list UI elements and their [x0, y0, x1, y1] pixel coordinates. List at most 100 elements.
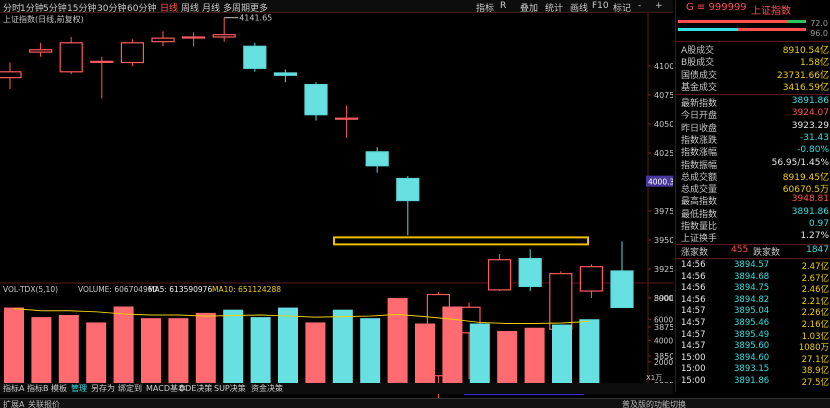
index-stat-value: -31.43	[799, 132, 829, 143]
toolbar-button-6[interactable]: 标记	[613, 4, 632, 14]
tick-time: 15:00	[681, 364, 706, 375]
volume-bar[interactable]	[415, 323, 435, 384]
volume-bar[interactable]	[113, 306, 134, 384]
candle-body[interactable]	[396, 177, 420, 202]
toolbar-button-0[interactable]: 指标	[476, 4, 495, 14]
indicator-tab-1[interactable]: 指标B	[27, 384, 49, 393]
index-stat-label: 最高指数	[681, 197, 718, 208]
candle-body[interactable]	[610, 270, 634, 309]
indicator-tab-2[interactable]: 模板	[51, 384, 67, 393]
index-stat-label: 指数量比	[681, 222, 718, 232]
period-tab-9[interactable]: 多周期	[223, 4, 251, 14]
chart-title: 上证指数(日线,前复权)	[3, 14, 84, 24]
candle-body[interactable]	[212, 34, 236, 38]
status-tab-expand[interactable]: 扩展A	[3, 400, 25, 408]
period-tab-7[interactable]: 周线	[181, 4, 200, 14]
index-stat-row: 总成交额 8919.45亿	[679, 170, 829, 183]
quote-panel: G ≡ 999999 上证指数 72.0 96.0 A股成交 8910.54亿 B股…	[675, 0, 830, 392]
indicator-tab-0[interactable]: 指标A	[3, 384, 25, 393]
tick-row: 14:57 3895.04 2.26亿	[679, 306, 829, 318]
tick-row: 14:56 3894.68 2.67亿	[679, 272, 829, 284]
volume-bar[interactable]	[332, 309, 353, 383]
candle-body[interactable]	[29, 49, 53, 53]
period-tab-10[interactable]: 更多	[250, 4, 269, 14]
candle-body[interactable]	[549, 273, 573, 330]
volume-bar[interactable]	[305, 322, 326, 383]
period-tab-1[interactable]: 1分钟	[20, 4, 44, 14]
indicator-tab-7[interactable]: DDE决策	[179, 384, 213, 393]
volume-bar[interactable]	[141, 318, 161, 383]
period-tab-6[interactable]: 日线	[160, 4, 179, 14]
indicator-tab-4[interactable]: 另存为	[91, 384, 115, 393]
volume-bar[interactable]	[86, 322, 107, 383]
candle-body[interactable]	[243, 45, 267, 69]
volume-bar[interactable]	[31, 317, 52, 383]
volume-bar[interactable]	[469, 323, 490, 384]
period-tab-5[interactable]: 60分钟	[127, 4, 157, 14]
toolbar-button-4[interactable]: 画线	[570, 4, 589, 14]
volume-bar[interactable]	[250, 317, 271, 383]
volume-bar[interactable]	[497, 330, 518, 383]
volume-bar[interactable]	[552, 324, 572, 383]
volume-bar[interactable]	[195, 312, 216, 383]
toolbar-button-8[interactable]: +	[655, 1, 663, 11]
candle-body[interactable]	[365, 151, 389, 167]
tick-time: 14:57	[681, 318, 706, 328]
candle-body[interactable]	[59, 42, 83, 73]
tick-volume: 2.21亿	[801, 296, 829, 307]
indicator-tab-8[interactable]: SUP决策	[214, 384, 246, 393]
volume-bar[interactable]	[4, 307, 24, 383]
index-stat-row: 今日开盘 3924.07	[679, 108, 829, 121]
divider	[676, 94, 830, 95]
period-tab-3[interactable]: 15分钟	[67, 4, 97, 14]
volume-bar[interactable]	[579, 319, 600, 383]
indicator-tab-9[interactable]: 资金决策	[251, 384, 283, 393]
candle-body[interactable]	[90, 60, 114, 63]
candle-body[interactable]	[182, 36, 206, 39]
candle-body[interactable]	[273, 72, 297, 76]
volume-bar[interactable]	[58, 315, 79, 383]
candle-body[interactable]	[488, 259, 512, 291]
highlight-box	[333, 236, 589, 246]
status-feature-switch[interactable]: 普及版的功能切换	[622, 400, 686, 408]
period-tab-4[interactable]: 30分钟	[97, 4, 127, 14]
toolbar-button-1[interactable]: R	[500, 1, 507, 11]
ratio-bar-2-rest	[738, 28, 806, 31]
index-stat-value: -0.80%	[797, 145, 829, 156]
fall-label: 跌家数	[753, 248, 781, 258]
indicator-tab-5[interactable]: 绑定到	[118, 384, 142, 393]
volume-bar[interactable]	[168, 318, 189, 383]
volume-bar[interactable]	[223, 309, 244, 383]
candle-body[interactable]	[304, 83, 328, 116]
period-tab-8[interactable]: 月线	[202, 4, 221, 14]
toolbar-button-2[interactable]: 叠加	[520, 4, 539, 14]
candle-body[interactable]	[151, 37, 175, 43]
period-tab-0[interactable]: 分时	[3, 4, 22, 14]
volume-bar[interactable]	[524, 327, 545, 383]
tick-volume: 2.47亿	[801, 262, 829, 272]
volume-bar[interactable]	[278, 307, 298, 383]
indicator-tab-3[interactable]: 管理	[71, 384, 87, 393]
volume-bar[interactable]	[387, 298, 408, 383]
indicator-tab-6[interactable]: MACD基本	[146, 384, 186, 393]
chart-area[interactable]: 上证指数(日线,前复权) 4100 4075 4050 4025 3975 3950 3925…	[0, 13, 678, 408]
turnover-stat-row: B股成交 1.58亿	[679, 55, 829, 68]
candle-body[interactable]	[579, 266, 604, 292]
status-tab-related[interactable]: 关联报价	[28, 400, 60, 408]
candle-body[interactable]	[0, 71, 22, 79]
period-tab-2[interactable]: 5分钟	[43, 4, 67, 14]
candle-body[interactable]	[120, 42, 145, 64]
candle-body[interactable]	[335, 117, 359, 120]
index-stat-label: 指数振幅	[681, 160, 718, 171]
index-stat-row: 指数涨幅 -0.80%	[679, 145, 829, 158]
toolbar-button-3[interactable]: 统计	[545, 4, 564, 14]
toolbar-button-7[interactable]: -	[638, 1, 642, 11]
candle-body[interactable]	[518, 257, 542, 287]
toolbar-button-5[interactable]: F10	[592, 1, 609, 11]
index-stat-row: 指数量比 0.97	[679, 219, 829, 232]
volume-bar[interactable]	[442, 306, 463, 384]
kline-chart-svg[interactable]: 上证指数(日线,前复权) 4100 4075 4050 4025 3975 3950 3925…	[0, 13, 678, 408]
fall-count: 1847	[806, 245, 829, 255]
y-tick-label: 3875	[654, 323, 673, 332]
volume-bar[interactable]	[360, 318, 381, 383]
